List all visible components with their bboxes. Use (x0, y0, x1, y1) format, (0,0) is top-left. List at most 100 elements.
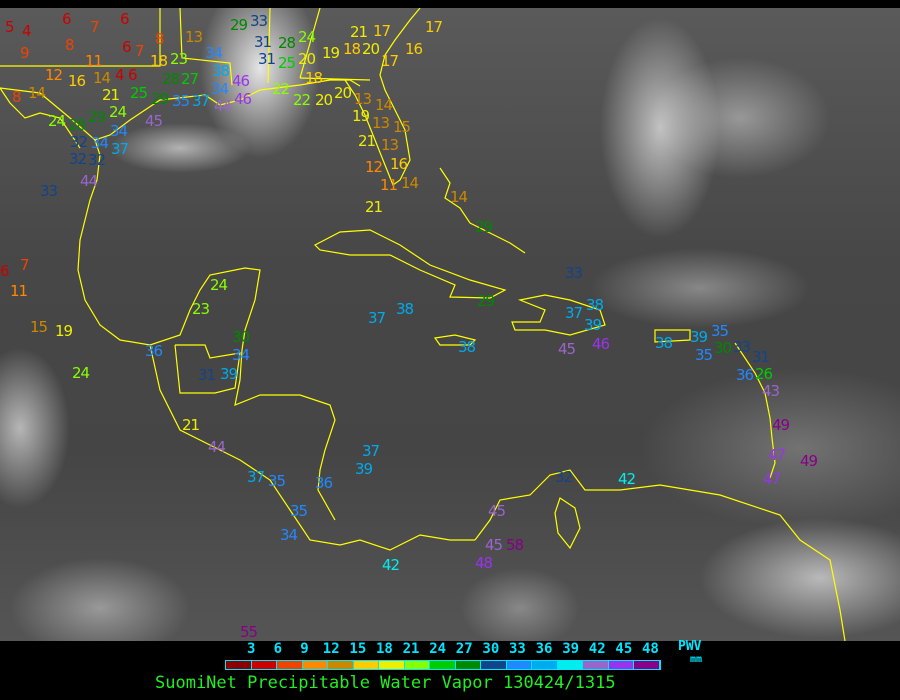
station-pwv-value: 55 (240, 623, 258, 641)
station-pwv-value: 49 (800, 452, 818, 470)
station-pwv-value: 29 (88, 108, 106, 126)
station-pwv-value: 36 (736, 366, 754, 384)
station-pwv-value: 44 (214, 97, 232, 115)
station-pwv-value: 6 (62, 10, 71, 28)
station-pwv-value: 17 (373, 22, 391, 40)
station-pwv-value: 37 (247, 468, 265, 486)
legend-color-bar (225, 660, 661, 670)
station-pwv-value: 42 (618, 470, 636, 488)
station-pwv-value: 35 (268, 472, 286, 490)
bahamas (439, 167, 526, 254)
station-pwv-value: 48 (475, 554, 493, 572)
legend-tick-label: 18 (376, 641, 393, 657)
station-pwv-value: 27 (181, 70, 199, 88)
station-pwv-value: 17 (381, 52, 399, 70)
station-pwv-value: 23 (170, 50, 188, 68)
station-pwv-value: 20 (315, 91, 333, 109)
map-title: SuomiNet Precipitable Water Vapor 130424… (155, 673, 616, 693)
station-pwv-value: 11 (85, 52, 103, 70)
station-pwv-value: 12 (365, 158, 383, 176)
legend-tick-label: 6 (273, 641, 283, 657)
station-pwv-value: 25 (278, 54, 296, 72)
color-legend: 3 6 9 12 15 18 21 24 27 30 33 36 39 42 45 48 (0, 641, 900, 700)
florida-coast (344, 8, 421, 186)
station-pwv-value: 14 (375, 96, 393, 114)
station-pwv-value: 21 (358, 132, 376, 150)
legend-swatch (608, 661, 634, 669)
station-pwv-value: 44 (80, 172, 98, 190)
south-america-coast (474, 469, 846, 641)
legend-swatch (506, 661, 532, 669)
station-pwv-value: 21 (365, 198, 383, 216)
station-pwv-value: 19 (352, 107, 370, 125)
station-pwv-value: 7 (20, 256, 29, 274)
legend-tick-label: 15 (349, 641, 367, 657)
station-pwv-value: 6 (120, 10, 129, 28)
station-pwv-value: 47 (763, 470, 781, 488)
station-pwv-value: 34 (232, 346, 250, 364)
station-pwv-value: 25 (130, 84, 148, 102)
station-pwv-value: 46 (232, 72, 250, 90)
lesser-antilles (734, 342, 776, 479)
station-pwv-value: 4 (115, 66, 124, 84)
station-pwv-value: 45 (488, 502, 506, 520)
station-pwv-value: 16 (68, 72, 86, 90)
station-pwv-value: 47 (768, 446, 786, 464)
station-pwv-value: 22 (293, 91, 311, 109)
station-pwv-value: 33 (733, 338, 751, 356)
station-pwv-value: 49 (772, 416, 790, 434)
station-pwv-value: 38 (458, 338, 476, 356)
station-pwv-value: 39 (220, 365, 238, 383)
station-pwv-value: 58 (506, 536, 524, 554)
station-pwv-value: 44 (208, 438, 226, 456)
station-pwv-value: 38 (586, 296, 604, 314)
station-pwv-value: 7 (135, 42, 144, 60)
station-pwv-value: 45 (145, 112, 163, 130)
mexico-border (0, 87, 81, 149)
station-pwv-value: 19 (322, 44, 340, 62)
station-pwv-value: 18 (343, 40, 361, 58)
station-pwv-value: 15 (393, 118, 411, 136)
station-pwv-value: 46 (234, 90, 252, 108)
station-pwv-value: 46 (592, 335, 610, 353)
legend-tick-label: 3 (247, 641, 256, 657)
legend-swatch (481, 661, 507, 669)
station-pwv-value: 20 (334, 84, 352, 102)
station-pwv-value: 37 (565, 304, 583, 322)
station-pwv-value: 29 (477, 292, 495, 310)
legend-swatch (302, 661, 328, 669)
station-pwv-value: 34 (205, 44, 223, 62)
station-pwv-value: 8 (155, 30, 164, 48)
station-pwv-value: 21 (182, 416, 200, 434)
station-pwv-value: 37 (111, 140, 129, 158)
station-pwv-value: 11 (10, 282, 28, 300)
legend-tick-label: 48 (642, 641, 659, 657)
legend-swatch (634, 661, 660, 669)
station-pwv-value: 13 (185, 28, 203, 46)
station-pwv-value: 39 (690, 328, 708, 346)
station-pwv-value: 15 (30, 318, 48, 336)
station-pwv-value: 36 (315, 474, 333, 492)
station-pwv-value: 24 (109, 103, 127, 121)
puerto-rico (654, 329, 691, 343)
legend-tick-label: 39 (562, 641, 580, 657)
station-pwv-value: 32 (88, 151, 106, 169)
station-pwv-value: 11 (380, 176, 398, 194)
station-pwv-value: 24 (72, 364, 90, 382)
station-pwv-value: 34 (91, 134, 109, 152)
legend-swatch (277, 661, 303, 669)
station-pwv-value: 39 (584, 316, 602, 334)
station-pwv-value: 24 (48, 112, 66, 130)
station-pwv-value: 45 (558, 340, 576, 358)
station-pwv-value: 31 (258, 50, 276, 68)
state-borders (179, 8, 233, 86)
legend-swatch (328, 661, 354, 669)
legend-unit: mm (690, 654, 703, 665)
station-pwv-value: 8 (65, 36, 74, 54)
station-pwv-value: 12 (45, 66, 63, 84)
guatemala-border (174, 344, 241, 394)
station-pwv-value: 33 (40, 182, 58, 200)
station-pwv-value: 7 (90, 18, 99, 36)
legend-swatch (532, 661, 558, 669)
